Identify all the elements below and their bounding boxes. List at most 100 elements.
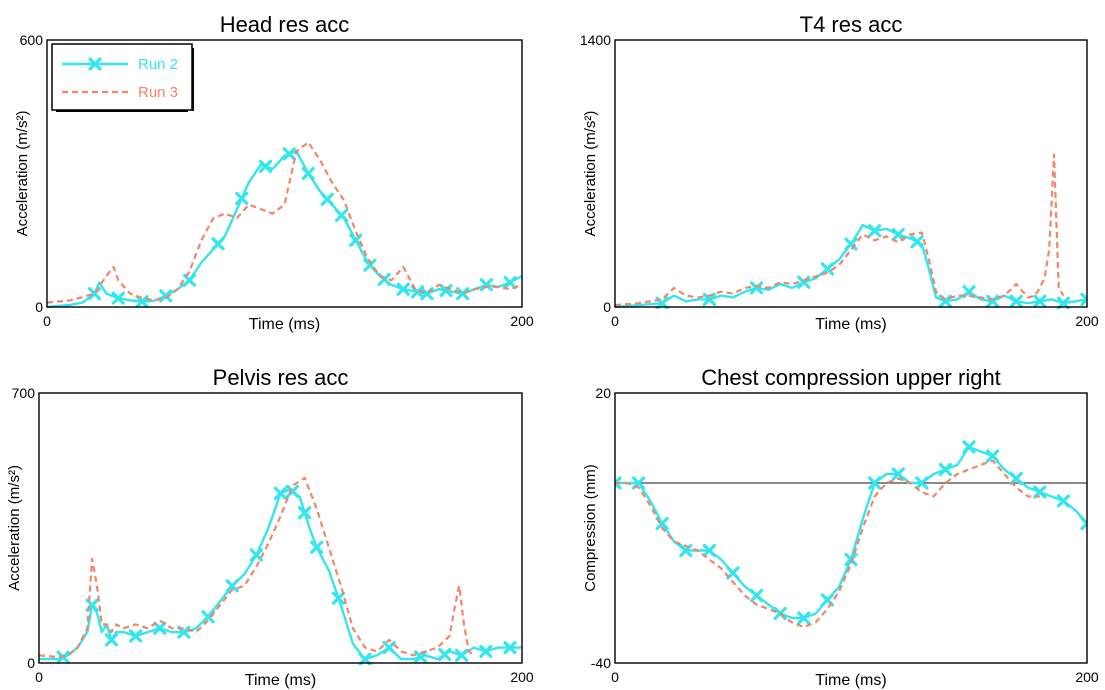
series-run2-marker (910, 235, 924, 249)
series-run2-marker (1080, 292, 1087, 306)
series-run2-marker (1009, 294, 1023, 308)
series-run2-marker (962, 440, 976, 454)
x-tick-label: 0 (611, 313, 619, 329)
series-run2-line (615, 223, 1087, 309)
series-run2-marker (249, 548, 263, 562)
series-run3-line (39, 476, 475, 659)
series-run2-line (39, 488, 522, 661)
legend-box (51, 43, 193, 111)
y-tick-label: 1400 (580, 32, 611, 48)
series-run2-marker (1056, 494, 1070, 508)
x-tick-label: 0 (35, 669, 43, 685)
y-tick-label: 0 (35, 299, 43, 315)
x-tick-label: 200 (1075, 313, 1099, 329)
y-tick-label: -40 (591, 655, 611, 671)
x-tick-label: 200 (1075, 669, 1099, 685)
x-axis-label: Time (ms) (245, 672, 316, 689)
series-run2-marker (438, 647, 452, 662)
series-run2-marker (456, 287, 470, 301)
plot-frame (614, 392, 1088, 664)
series-run2-marker (702, 292, 716, 306)
series-run2-marker (153, 621, 167, 635)
series-run2-marker (301, 166, 315, 181)
series-run2-marker (1033, 485, 1047, 499)
series-run2-marker (159, 289, 173, 303)
series-run2-marker (310, 540, 324, 554)
series-run2-marker (891, 227, 905, 242)
series-run2-marker (382, 640, 396, 655)
x-tick-label: 200 (510, 669, 534, 685)
series-run2-marker (891, 467, 905, 481)
series-run2-marker (503, 275, 517, 290)
series-run2-marker (413, 650, 428, 664)
series-run2-marker (1080, 516, 1087, 531)
series-run2-marker (868, 476, 882, 490)
x-axis-label: Time (ms) (815, 672, 886, 689)
legend-run2-label: Run 2 (138, 56, 178, 73)
series-run2-marker (273, 486, 288, 500)
x-tick-label: 0 (43, 313, 51, 329)
series-run2-marker (938, 462, 952, 477)
series-run2-marker (282, 147, 296, 161)
chart-panel-1: Head res acc 0 600 0 200 Time (ms) Acceleratio… (14, 12, 534, 333)
series-run2-marker (844, 552, 858, 567)
series-run2-marker (455, 648, 469, 662)
series-run2-line (615, 445, 1087, 620)
series-run2-marker (915, 476, 929, 490)
y-axis-label: Acceleration (m/s²) (582, 111, 599, 237)
series-run2-marker (750, 588, 764, 603)
plot-frame (614, 39, 1088, 308)
series-run2-marker (201, 610, 215, 624)
series-run2-marker (129, 629, 143, 643)
series-run2-marker (797, 611, 811, 625)
y-axis-label: Acceleration (m/s²) (6, 465, 23, 591)
series-run2-marker (1033, 294, 1047, 308)
chart-panel-3: Pelvis res acc 0 700 0 200 Time (ms) Accelerat… (6, 365, 534, 689)
series-run3-line (615, 153, 1065, 307)
series-run2-marker (298, 505, 312, 520)
series-run2-marker (235, 191, 249, 206)
series-run2-marker (503, 640, 517, 655)
series-run2-marker (702, 543, 716, 558)
y-axis-label: Compression (mm) (582, 464, 599, 592)
chart-title: Pelvis res acc (213, 365, 349, 390)
legend: Run 2 Run 3 (51, 43, 194, 112)
plot-frame (38, 392, 523, 664)
plot-frame (46, 39, 523, 308)
series-run2-marker (479, 644, 493, 659)
series-run2-marker (479, 278, 493, 292)
series-run2-marker (320, 192, 334, 206)
series-run3-line (47, 141, 522, 304)
series-run2-marker (986, 449, 1000, 463)
y-tick-label: 0 (603, 299, 611, 315)
y-tick-label: 700 (12, 385, 36, 401)
series-run2-marker (258, 159, 273, 173)
series-run2-marker (820, 262, 834, 276)
legend-run3-label: Run 3 (138, 84, 178, 101)
series-run2-marker (396, 282, 410, 296)
x-axis-label: Time (ms) (249, 316, 320, 333)
series-run2-marker (331, 591, 346, 605)
series-run2-marker (439, 283, 453, 298)
y-tick-label: 600 (20, 32, 44, 48)
series-run2-marker (225, 579, 239, 593)
chart-title: T4 res acc (800, 12, 903, 37)
series-run2-marker (334, 208, 349, 222)
y-tick-label: 0 (27, 655, 35, 671)
y-axis-label: Acceleration (m/s²) (14, 111, 31, 237)
chart-title: Head res acc (220, 12, 350, 37)
series-run2-marker (868, 224, 882, 238)
x-axis-label: Time (ms) (815, 316, 886, 333)
series-run2-marker (111, 291, 125, 305)
series-run2-line (47, 150, 522, 309)
legend-run2-marker (88, 57, 102, 71)
series-run2-marker (750, 281, 764, 295)
series-run3-line (615, 459, 1040, 629)
x-tick-label: 200 (510, 313, 534, 329)
chart-title: Chest compression upper right (701, 365, 1001, 390)
series-run2-marker (1009, 471, 1023, 486)
series-run2-marker (726, 566, 740, 580)
series-run2-marker (285, 484, 300, 498)
